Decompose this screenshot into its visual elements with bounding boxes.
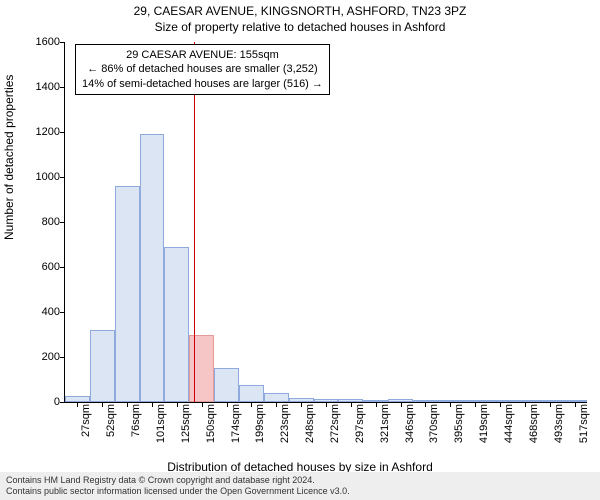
histogram-bar xyxy=(239,385,264,402)
y-tick-label: 800 xyxy=(20,216,60,228)
x-tick-mark xyxy=(550,402,551,407)
bars-layer xyxy=(65,42,587,402)
x-tick-mark xyxy=(301,402,302,407)
y-tick-mark xyxy=(60,357,65,358)
y-tick-label: 1000 xyxy=(20,171,60,183)
x-tick-mark xyxy=(326,402,327,407)
x-tick-label: 370sqm xyxy=(428,404,440,443)
info-line-3: 14% of semi-detached houses are larger (… xyxy=(82,77,323,91)
y-tick-mark xyxy=(60,132,65,133)
title-main: 29, CAESAR AVENUE, KINGSNORTH, ASHFORD, … xyxy=(0,4,600,18)
histogram-bar xyxy=(90,330,115,402)
x-tick-label: 419sqm xyxy=(478,404,490,443)
x-tick-mark xyxy=(525,402,526,407)
y-tick-mark xyxy=(60,267,65,268)
y-axis-label: Number of detached properties xyxy=(2,75,16,240)
footer: Contains HM Land Registry data © Crown c… xyxy=(0,472,600,500)
y-tick-mark xyxy=(60,42,65,43)
x-tick-label: 493sqm xyxy=(553,404,565,443)
x-tick-mark xyxy=(227,402,228,407)
x-tick-mark xyxy=(450,402,451,407)
chart-container: 29, CAESAR AVENUE, KINGSNORTH, ASHFORD, … xyxy=(0,0,600,500)
reference-line xyxy=(194,42,195,402)
info-line-1: 29 CAESAR AVENUE: 155sqm xyxy=(82,48,323,62)
x-tick-label: 27sqm xyxy=(80,404,92,437)
x-tick-mark xyxy=(376,402,377,407)
x-tick-label: 517sqm xyxy=(578,404,590,443)
x-tick-label: 52sqm xyxy=(105,404,117,437)
histogram-bar xyxy=(140,134,165,402)
y-tick-label: 1600 xyxy=(20,36,60,48)
x-tick-mark xyxy=(475,402,476,407)
histogram-bar xyxy=(189,335,214,403)
x-tick-label: 272sqm xyxy=(329,404,341,443)
y-tick-mark xyxy=(60,177,65,178)
y-tick-mark xyxy=(60,222,65,223)
plot-area: 29 CAESAR AVENUE: 155sqm ← 86% of detach… xyxy=(64,42,587,403)
y-tick-label: 1200 xyxy=(20,126,60,138)
x-tick-label: 444sqm xyxy=(503,404,515,443)
x-tick-label: 468sqm xyxy=(528,404,540,443)
x-tick-mark xyxy=(102,402,103,407)
x-tick-label: 297sqm xyxy=(354,404,366,443)
x-tick-label: 346sqm xyxy=(404,404,416,443)
x-tick-mark xyxy=(575,402,576,407)
footer-line-1: Contains HM Land Registry data © Crown c… xyxy=(6,475,594,486)
x-tick-label: 101sqm xyxy=(155,404,167,443)
y-tick-mark xyxy=(60,87,65,88)
x-tick-mark xyxy=(77,402,78,407)
x-tick-mark xyxy=(127,402,128,407)
x-tick-mark xyxy=(401,402,402,407)
x-tick-mark xyxy=(152,402,153,407)
y-tick-mark xyxy=(60,312,65,313)
title-sub: Size of property relative to detached ho… xyxy=(0,20,600,34)
x-tick-label: 248sqm xyxy=(304,404,316,443)
y-tick-label: 0 xyxy=(20,396,60,408)
x-tick-label: 321sqm xyxy=(379,404,391,443)
x-tick-mark xyxy=(351,402,352,407)
x-tick-mark xyxy=(177,402,178,407)
footer-line-2: Contains public sector information licen… xyxy=(6,486,594,497)
x-tick-label: 199sqm xyxy=(254,404,266,443)
x-tick-mark xyxy=(276,402,277,407)
x-tick-mark xyxy=(251,402,252,407)
x-tick-mark xyxy=(202,402,203,407)
y-tick-label: 600 xyxy=(20,261,60,273)
histogram-bar xyxy=(264,393,289,402)
histogram-bar xyxy=(164,247,189,402)
x-tick-mark xyxy=(425,402,426,407)
y-tick-mark xyxy=(60,402,65,403)
y-tick-label: 200 xyxy=(20,351,60,363)
x-tick-label: 223sqm xyxy=(279,404,291,443)
x-tick-label: 150sqm xyxy=(205,404,217,443)
histogram-bar xyxy=(214,368,239,402)
x-tick-label: 174sqm xyxy=(230,404,242,443)
histogram-bar xyxy=(115,186,140,402)
info-box: 29 CAESAR AVENUE: 155sqm ← 86% of detach… xyxy=(75,44,330,95)
x-tick-label: 125sqm xyxy=(180,404,192,443)
info-line-2: ← 86% of detached houses are smaller (3,… xyxy=(82,62,323,76)
y-tick-label: 1400 xyxy=(20,81,60,93)
x-tick-label: 395sqm xyxy=(453,404,465,443)
x-tick-label: 76sqm xyxy=(130,404,142,437)
x-tick-mark xyxy=(500,402,501,407)
y-tick-label: 400 xyxy=(20,306,60,318)
